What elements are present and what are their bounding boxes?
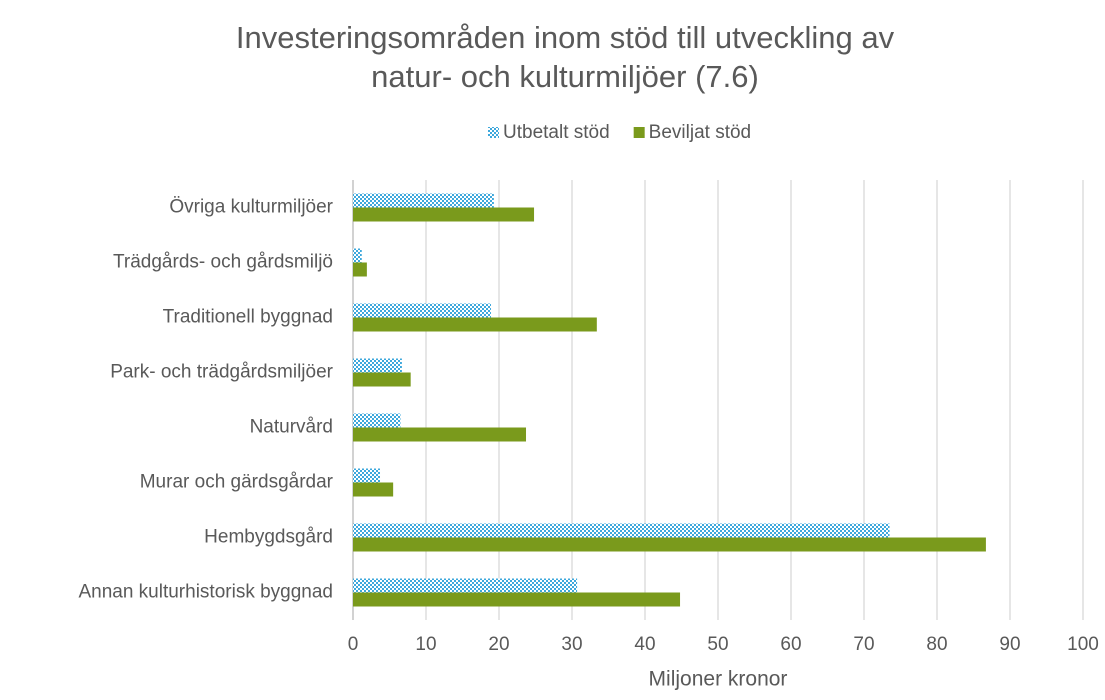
bar	[353, 358, 402, 373]
bar	[353, 193, 494, 208]
y-tick-label: Trädgårds- och gårdsmiljö	[113, 252, 333, 273]
bar	[353, 468, 381, 483]
legend-label: Utbetalt stöd	[503, 122, 610, 143]
bar	[353, 427, 527, 442]
x-tick-label: 70	[853, 634, 874, 655]
bar	[353, 372, 411, 387]
bar	[353, 262, 367, 277]
chart-title: Investeringsområden inom stöd till utvec…	[236, 20, 895, 55]
x-tick-label: 90	[999, 634, 1020, 655]
y-tick-label: Murar och gärdsgårdar	[140, 472, 334, 493]
legend-label: Beviljat stöd	[649, 122, 751, 143]
x-tick-label: 40	[634, 634, 655, 655]
y-tick-label: Hembygdsgård	[204, 527, 333, 548]
y-tick-label: Traditionell byggnad	[163, 307, 333, 328]
x-tick-label: 30	[561, 634, 582, 655]
legend-swatch	[488, 127, 499, 138]
x-tick-label: 20	[488, 634, 509, 655]
y-tick-label: Naturvård	[250, 417, 333, 438]
bar	[353, 592, 681, 607]
bar	[353, 303, 491, 318]
bar	[353, 482, 394, 497]
bar	[353, 413, 401, 428]
y-tick-label: Annan kulturhistorisk byggnad	[78, 582, 333, 603]
bar	[353, 317, 597, 332]
bar	[353, 248, 362, 263]
x-tick-label: 10	[415, 634, 436, 655]
bar	[353, 207, 535, 222]
chart-title: natur- och kulturmiljöer (7.6)	[371, 59, 759, 94]
legend-swatch	[633, 127, 645, 138]
bar	[353, 578, 578, 593]
x-tick-label: 100	[1067, 634, 1099, 655]
x-tick-label: 80	[926, 634, 947, 655]
y-tick-label: Övriga kulturmiljöer	[169, 197, 333, 218]
y-tick-label: Park- och trädgårdsmiljöer	[110, 362, 333, 383]
bar	[353, 523, 890, 538]
x-axis-label: Miljoner kronor	[649, 668, 788, 691]
x-tick-label: 50	[707, 634, 728, 655]
x-tick-label: 60	[780, 634, 801, 655]
x-tick-label: 0	[348, 634, 359, 655]
bar	[353, 537, 986, 552]
